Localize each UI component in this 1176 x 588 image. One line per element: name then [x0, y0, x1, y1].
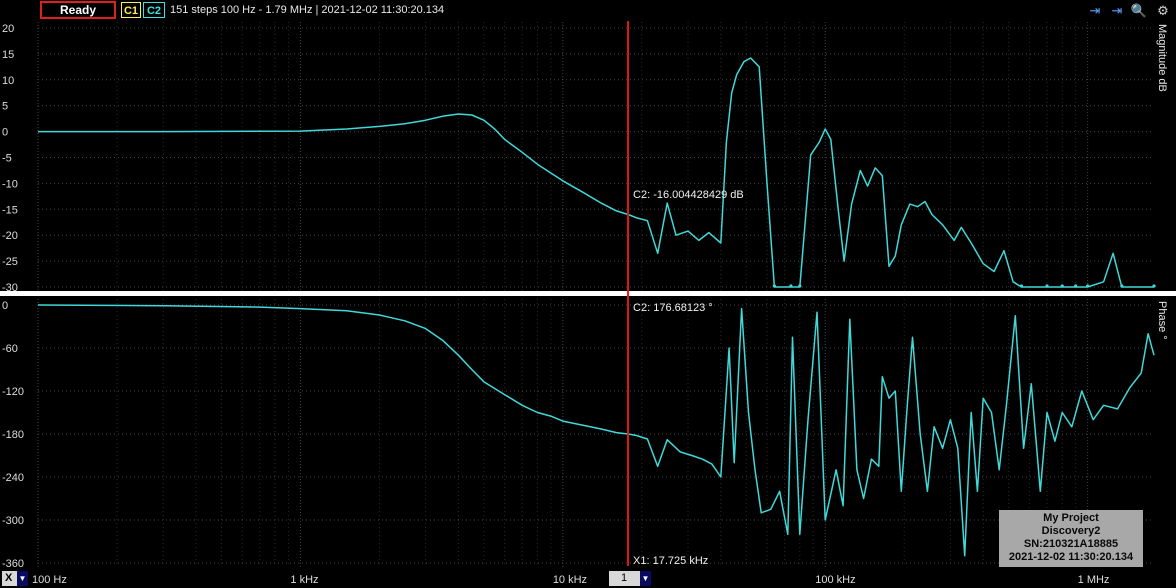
- magnitude-clip-marker: [1045, 284, 1049, 288]
- channel-2-toggle[interactable]: C2: [143, 2, 165, 18]
- x1-cursor-label: X1: 17.725 kHz: [633, 555, 708, 567]
- x-tick-label: 1 MHz: [1078, 574, 1110, 586]
- phase-y-tick-label: -360: [2, 558, 24, 570]
- phase-y-tick-label: -300: [2, 515, 24, 527]
- chevron-down-icon: ▼: [17, 571, 28, 586]
- zoom-select[interactable]: 1 ▼: [609, 571, 651, 586]
- serial-number: SN:210321A18885: [1023, 538, 1119, 550]
- magnitude-y-tick-label: 15: [2, 49, 14, 61]
- magnitude-y-tick-label: -25: [2, 256, 18, 268]
- x-tick-label: 10 kHz: [553, 574, 587, 586]
- magnitude-clip-marker: [798, 284, 802, 288]
- magnifier-icon[interactable]: 🔍: [1130, 3, 1148, 18]
- magnitude-clip-marker: [1152, 284, 1156, 288]
- x-axis-select-value: X: [5, 572, 13, 584]
- phase-axis-label: Phase °: [1156, 301, 1168, 340]
- magnitude-clip-marker: [789, 284, 793, 288]
- project-name: My Project: [1043, 512, 1099, 524]
- magnitude-clip-marker: [1074, 284, 1078, 288]
- channel-1-toggle[interactable]: C1: [121, 2, 141, 18]
- status-ready-button[interactable]: Ready: [40, 1, 116, 19]
- toolbar: Ready C1 C2 151 steps 100 Hz - 1.79 MHz …: [0, 0, 1176, 21]
- capture-timestamp: 2021-12-02 11:30:20.134: [1008, 551, 1134, 563]
- phase-y-tick-label: -180: [2, 429, 24, 441]
- magnitude-clip-marker: [1120, 284, 1124, 288]
- phase-y-tick-label: -60: [2, 343, 18, 355]
- magnitude-y-tick-label: -10: [2, 178, 18, 190]
- x-axis-select[interactable]: X ▼: [2, 571, 28, 586]
- x-tick-label: 100 Hz: [32, 574, 67, 586]
- zoom-y-icon[interactable]: ⇥: [1111, 3, 1123, 18]
- magnitude-clip-marker: [772, 284, 776, 288]
- chevron-down-icon: ▼: [640, 571, 651, 586]
- magnitude-clip-marker: [1060, 284, 1064, 288]
- phase-cursor-readout: C2: 176.68123 °: [633, 302, 713, 314]
- project-info-box: My Project Discovery2 SN:210321A18885 20…: [999, 510, 1143, 567]
- magnitude-y-tick-label: -15: [2, 204, 18, 216]
- phase-trace-c2: [37, 304, 1155, 557]
- magnitude-clip-marker: [1086, 284, 1090, 288]
- device-name: Discovery2: [1041, 525, 1101, 537]
- panel-separator: [0, 291, 1176, 296]
- magnitude-y-tick-label: 5: [2, 101, 8, 113]
- magnitude-axis-label: Magnitude dB: [1156, 24, 1168, 92]
- magnitude-y-tick-label: 0: [2, 127, 8, 139]
- magnitude-y-tick-label: 10: [2, 75, 14, 87]
- zoom-select-value: 1: [621, 572, 628, 584]
- magnitude-y-tick-label: -20: [2, 230, 18, 242]
- x-tick-label: 1 kHz: [290, 574, 318, 586]
- acquisition-info: 151 steps 100 Hz - 1.79 MHz | 2021-12-02…: [170, 4, 445, 16]
- magnitude-cursor-readout: C2: -16.004428429 dB: [633, 189, 744, 201]
- magnitude-clip-marker: [1019, 284, 1024, 288]
- phase-y-tick-label: 0: [2, 300, 8, 312]
- settings-icon[interactable]: ⚙: [1157, 3, 1169, 18]
- phase-y-tick-label: -120: [2, 386, 24, 398]
- zoom-x-icon[interactable]: ⇥: [1089, 3, 1101, 18]
- x-tick-label: 100 kHz: [815, 574, 855, 586]
- magnitude-y-tick-label: -5: [2, 153, 12, 165]
- magnitude-y-tick-label: 20: [2, 23, 14, 35]
- magnitude-trace-c2: [38, 57, 1154, 288]
- phase-y-tick-label: -240: [2, 472, 24, 484]
